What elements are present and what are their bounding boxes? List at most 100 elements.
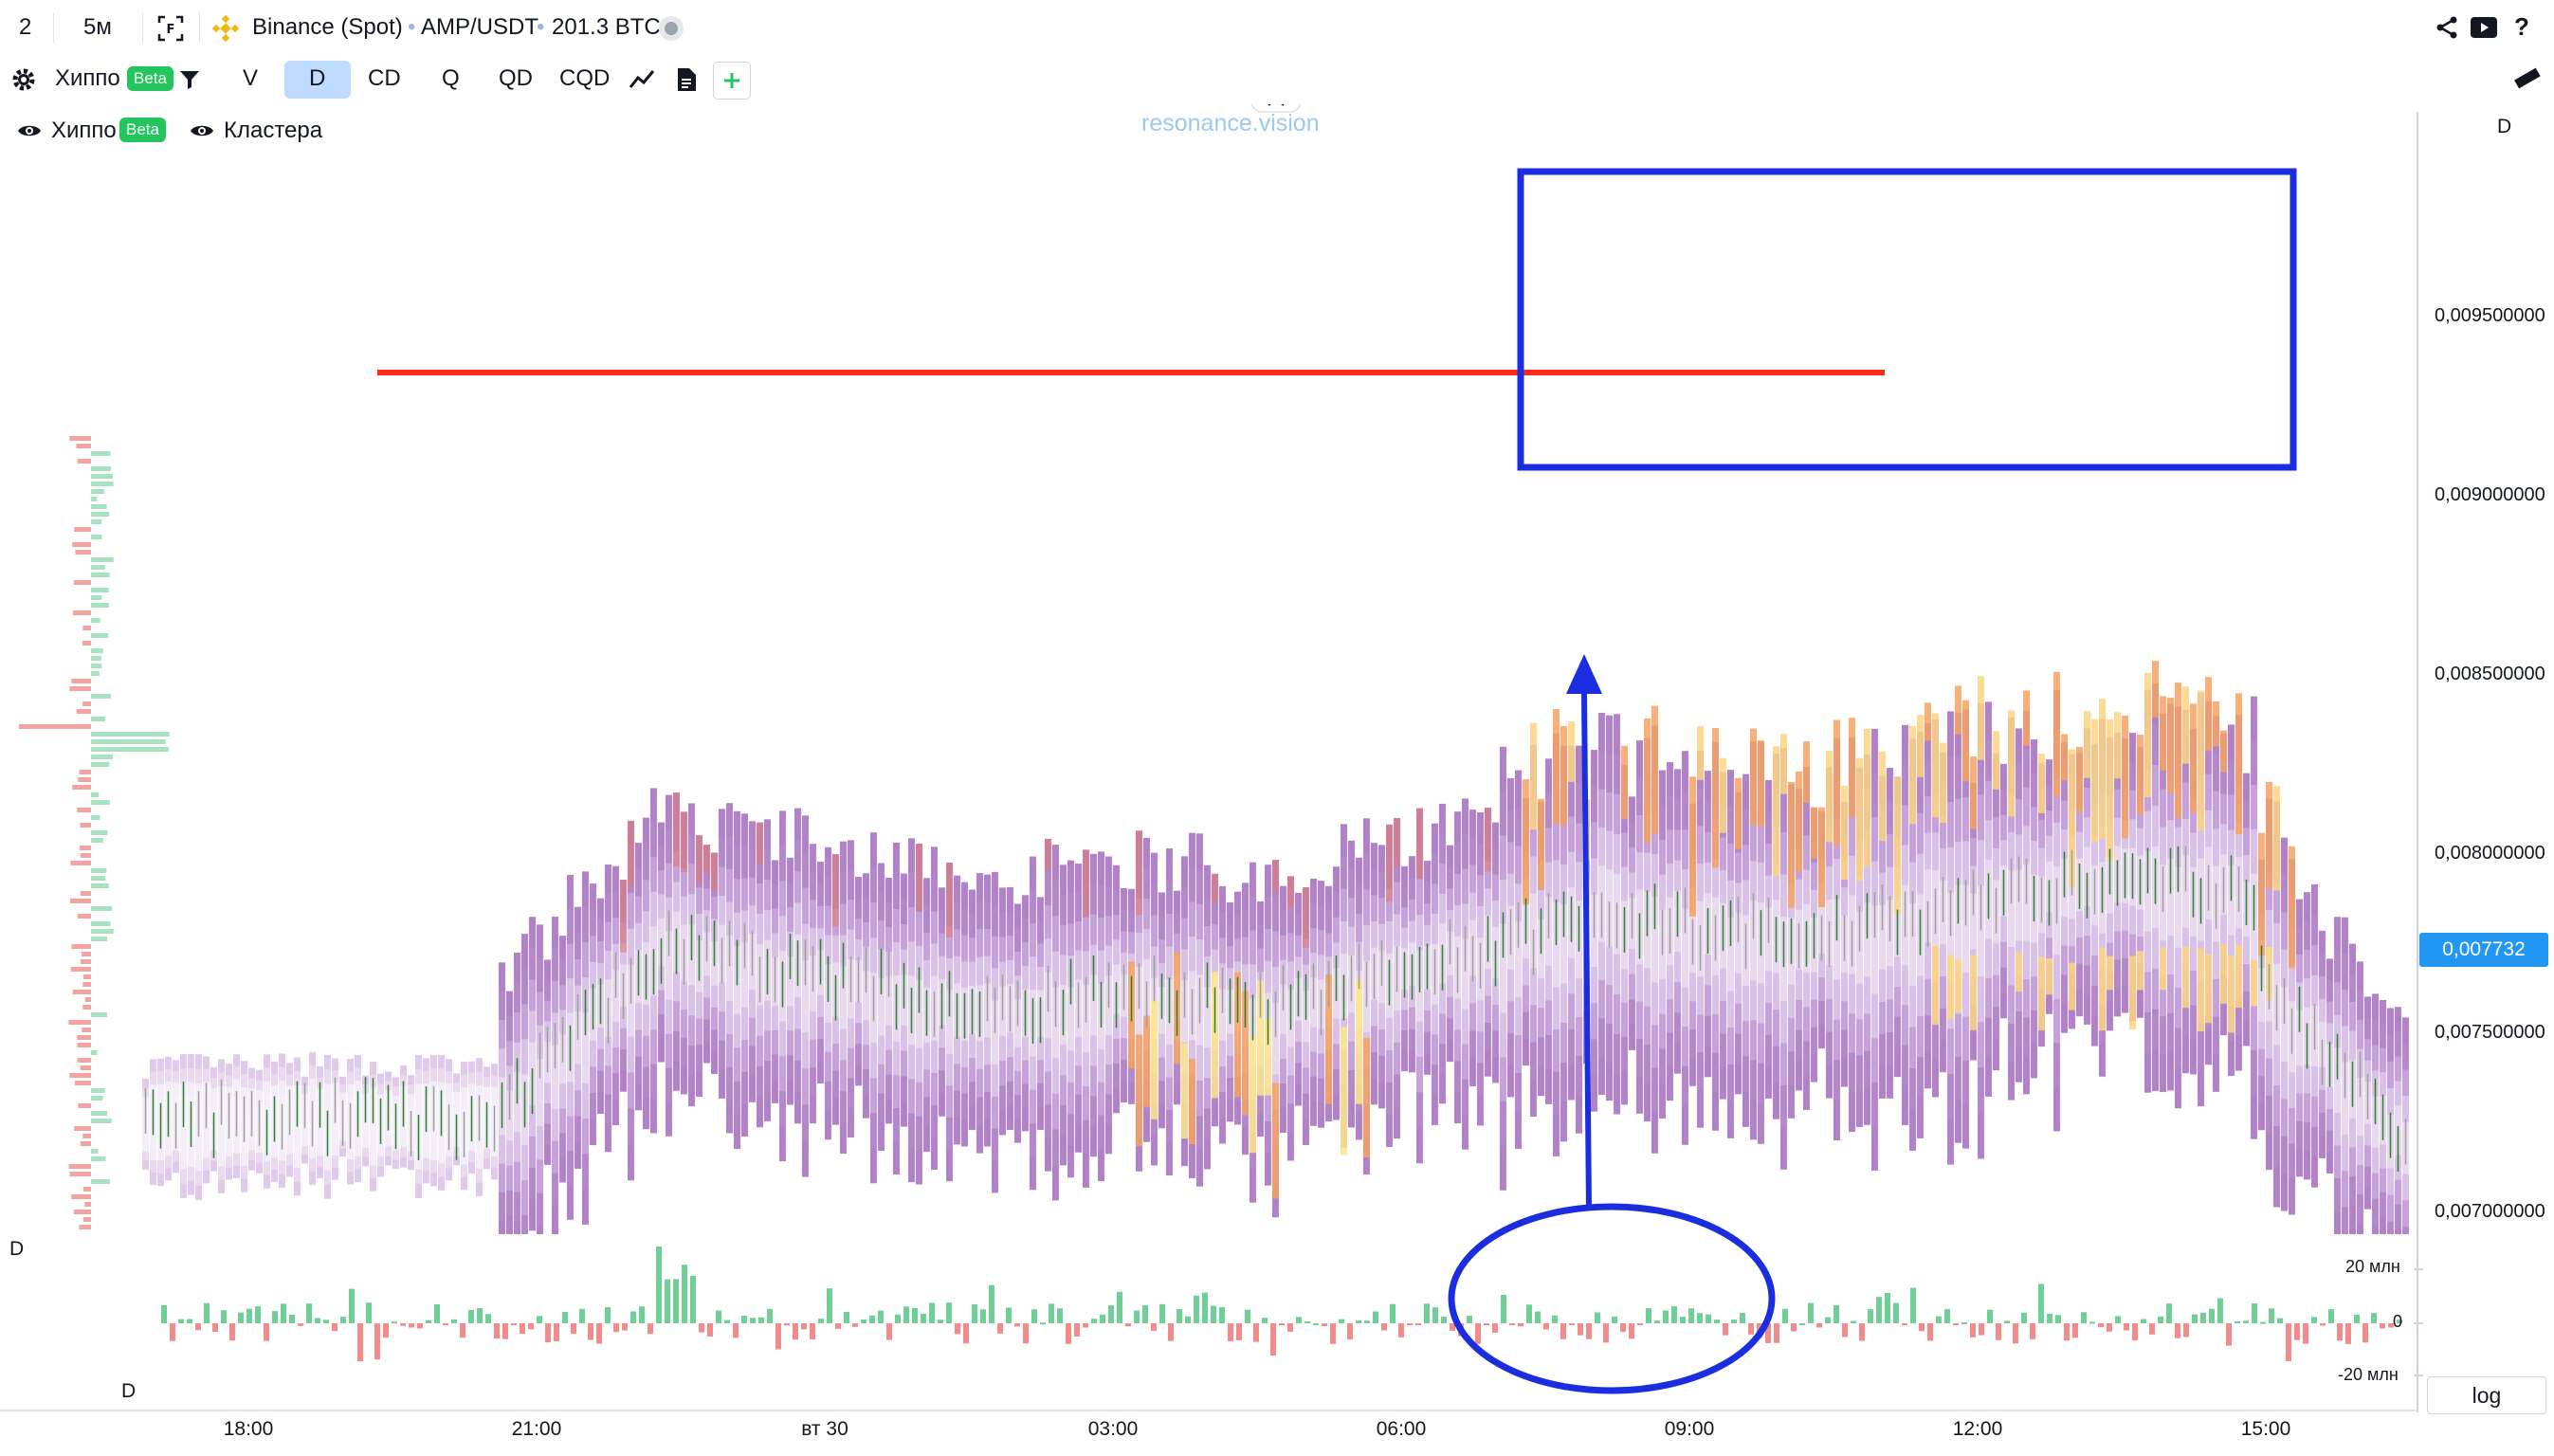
profile-bar [91,565,105,570]
delta-bar [1040,1322,1046,1325]
tab-v[interactable]: V [243,65,259,91]
profile-bar [69,436,91,441]
video-icon[interactable] [2469,13,2499,42]
profile-bar [91,1149,99,1154]
delta-bar [596,1323,602,1344]
ruler-icon[interactable] [2510,64,2543,93]
delta-bar [1228,1323,1233,1341]
eye-icon[interactable] [188,119,216,142]
tab-q[interactable]: Q [442,65,460,91]
heat-hotspot [1485,808,1491,872]
heat-column [1204,987,1211,1048]
heat-hotspot [1978,676,1984,760]
delta-bar [2328,1309,2334,1323]
delta-bar [1219,1307,1225,1323]
log-scale-button[interactable]: log [2427,1376,2546,1414]
heat-hotspot [1287,876,1294,908]
heat-hotspot [2198,690,2204,831]
delta-bar [1629,1323,1634,1339]
profile-bar [78,777,91,782]
heat-hotspot [1530,722,1537,830]
divider [142,12,143,43]
blue-ellipse[interactable] [1448,1203,1776,1394]
delta-bar [2252,1303,2257,1323]
heat-column [552,1045,558,1109]
profile-bar [91,1111,108,1116]
delta-bar [1680,1317,1686,1323]
help-icon[interactable]: ? [2514,12,2529,41]
exchange-name[interactable]: Binance (Spot) [252,14,403,40]
delta-bar [1543,1323,1549,1330]
profile-bar [75,550,91,555]
heat-column [2342,1062,2348,1136]
watermark: resonance.vision [1141,110,1320,136]
chart-area[interactable] [0,104,2554,1456]
delta-bar [1740,1313,1745,1323]
heat-hotspot [2129,956,2136,1029]
heat-column [537,1059,543,1126]
sub-pane-label: D [9,1238,25,1260]
eye-icon[interactable] [15,119,44,142]
blue-arrow-line[interactable] [1581,691,1592,1210]
symbol-name[interactable]: AMP/USDT [421,14,539,40]
profile-bar [77,1043,91,1047]
profile-bar [77,914,91,919]
heat-column [1272,1002,1279,1075]
delta-bar [1851,1320,1856,1323]
layout-count[interactable]: 2 [19,14,32,40]
delta-bar [1569,1323,1575,1325]
heat-hotspot [1720,757,1726,833]
tab-d[interactable]: D [309,65,326,91]
heat-hotspot [2160,947,2166,991]
heat-column [2008,870,2015,948]
legend-clusters-label[interactable]: Кластера [224,118,323,143]
delta-bar [733,1323,739,1338]
heat-hotspot [1189,1058,1195,1145]
heat-hotspot [1879,751,1886,842]
share-icon[interactable] [2433,13,2461,42]
delta-bar [1492,1323,1498,1333]
filter-icon[interactable] [176,66,203,93]
delta-bar [1671,1306,1677,1323]
screenshot-icon[interactable]: F [155,13,186,44]
tab-qd[interactable]: QD [499,65,533,91]
indicator-toolbar: Хиппо Beta V D CD Q QD CQD [0,55,2554,104]
document-icon[interactable] [673,65,700,94]
blue-highlight-rectangle[interactable] [1517,168,2297,471]
delta-bar [895,1314,901,1323]
delta-bar [869,1315,875,1323]
heat-hotspot [1697,726,1704,780]
legend-hippo-label[interactable]: Хиппо [51,118,117,143]
delta-bar [212,1323,218,1333]
profile-bar [73,1210,91,1214]
indicator-name[interactable]: Хиппо [55,65,120,91]
heat-hotspot [1826,751,1833,843]
heat-column [885,975,892,1026]
delta-bar [1484,1323,1489,1325]
delta-bar [1142,1305,1148,1323]
delta-bar [1944,1309,1950,1323]
collapse-handle[interactable] [1250,104,1302,113]
heat-column [1864,902,1870,977]
tab-cqd[interactable]: CQD [559,65,611,91]
settings-gear-icon[interactable] [9,65,38,94]
delta-bar [528,1323,534,1330]
heat-hotspot [1257,980,1264,1096]
delta-bar [2055,1315,2061,1323]
delta-bar [1987,1309,1993,1323]
delta-bar [281,1303,286,1323]
interval-selector[interactable]: 5м [83,14,112,40]
heat-hotspot [2084,711,2090,778]
line-chart-icon[interactable] [628,66,656,93]
profile-bar [91,451,111,456]
active-tab-highlight [284,61,351,99]
volume-value: 201.3 BTC [552,14,661,40]
tab-cd[interactable]: CD [368,65,401,91]
heat-hotspot [2069,962,2075,1010]
add-indicator-button[interactable] [713,62,751,100]
profile-bar [91,694,112,699]
delta-bar [1774,1323,1779,1343]
price-tick: 0,008000000 [2435,843,2545,864]
heat-hotspot [1758,740,1764,828]
delta-bar [392,1321,397,1324]
